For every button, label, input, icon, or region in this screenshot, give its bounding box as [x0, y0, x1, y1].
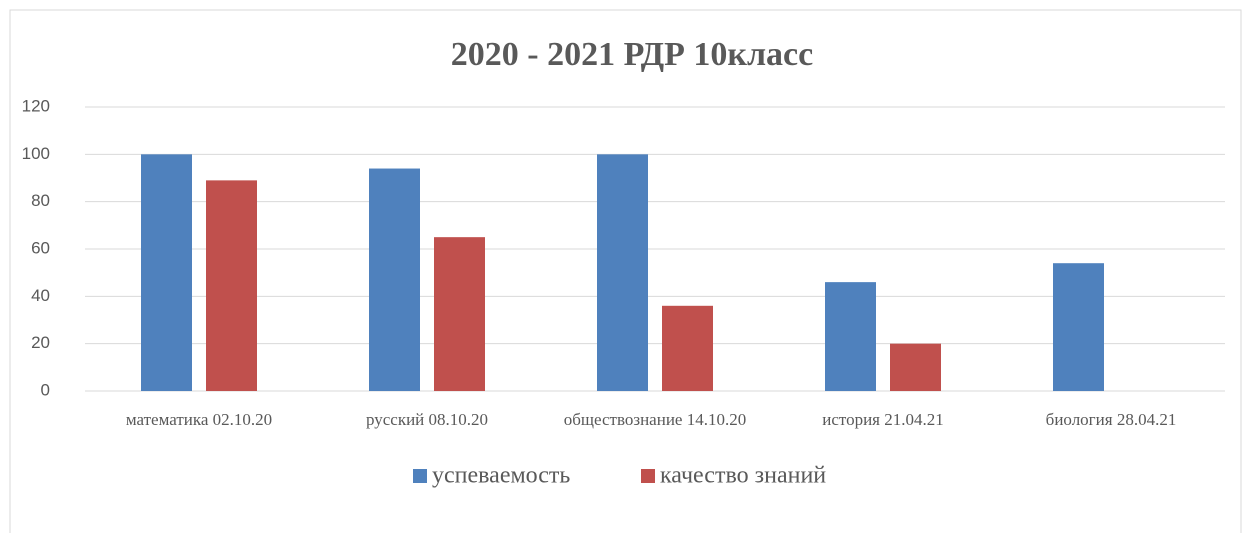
y-tick-label: 40	[31, 286, 50, 305]
y-tick-label: 60	[31, 238, 50, 257]
x-tick-label: русский 08.10.20	[365, 410, 489, 429]
y-tick-label: 100	[22, 144, 50, 163]
bar	[369, 168, 420, 391]
y-tick-label: 0	[41, 380, 50, 399]
x-tick-label: биология 28.04.21	[1045, 410, 1177, 429]
x-tick-label: математика 02.10.20	[125, 410, 273, 429]
chart-frame	[9, 9, 1242, 533]
bar	[662, 305, 713, 391]
x-tick-label: обществознание 14.10.20	[563, 410, 747, 429]
legend-swatch	[413, 469, 427, 483]
x-tick-label: история 21.04.21	[822, 410, 944, 429]
bar	[825, 282, 876, 391]
bar	[206, 180, 257, 391]
chart-title: 2020 - 2021 РДР 10класс	[451, 36, 813, 73]
bar	[141, 154, 192, 391]
legend-label: качество знаний	[660, 463, 826, 489]
bar	[890, 343, 941, 391]
y-tick-label: 120	[22, 96, 50, 115]
legend-swatch	[641, 469, 655, 483]
legend-label: успеваемость	[432, 463, 570, 489]
y-tick-label: 20	[31, 333, 50, 352]
y-tick-label: 80	[31, 191, 50, 210]
bar	[1053, 263, 1104, 391]
bar	[597, 154, 648, 391]
bar	[434, 237, 485, 391]
